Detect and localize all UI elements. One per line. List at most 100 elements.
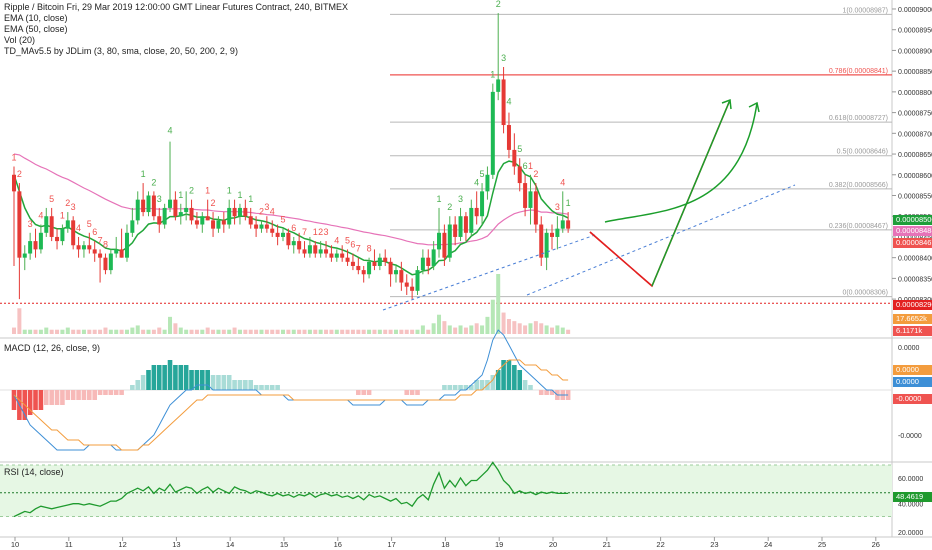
legend-ema-fast[interactable]: EMA (10, close)	[4, 13, 68, 23]
macd-histogram-bar	[119, 390, 124, 395]
macd-histogram-bar	[512, 365, 517, 390]
td-count-label: 2	[496, 0, 501, 9]
volume-bar	[367, 329, 372, 334]
td-count-label: 1	[528, 161, 533, 171]
td-count-label: 3	[157, 194, 162, 204]
macd-histogram-bar	[113, 390, 119, 395]
macd-histogram-bar	[151, 365, 157, 390]
volume-bar	[533, 321, 538, 334]
candle-body	[437, 232, 442, 250]
time-tick-label: 17	[387, 540, 395, 549]
candle-body	[345, 257, 350, 262]
macd-histogram-bar	[60, 390, 65, 405]
volume-bar	[87, 329, 92, 334]
volume-bar	[81, 329, 86, 334]
macd-histogram-bar	[469, 385, 474, 390]
time-tick-label: 21	[603, 540, 611, 549]
macd-histogram-bar	[146, 370, 151, 390]
macd-histogram-bar	[253, 385, 259, 390]
legend-td-indicator[interactable]: TD_MAv5.5 by JDLim (3, 80, sma, close, 2…	[4, 46, 238, 56]
candle-body	[555, 228, 560, 237]
volume-bar	[523, 325, 528, 334]
volume-bar	[480, 325, 485, 334]
volume-bar	[410, 329, 415, 334]
volume-bar	[420, 325, 425, 334]
volume-bar	[168, 316, 173, 334]
volume-bar	[12, 327, 16, 334]
candle-body	[334, 253, 339, 258]
rsi-legend[interactable]: RSI (14, close)	[4, 467, 64, 477]
td-count-label: 3	[501, 53, 506, 63]
volume-bar	[184, 329, 189, 334]
volume-bar	[119, 329, 124, 334]
price-tag-ema-fast: 0.00008500	[893, 215, 932, 225]
td-count-label: 3	[264, 202, 269, 212]
candle-body	[216, 220, 221, 229]
candle-body	[517, 166, 522, 184]
time-tick-label: 22	[656, 540, 664, 549]
legend-volume[interactable]: Vol (20)	[4, 35, 36, 45]
candle-body	[453, 224, 458, 237]
volume-bar	[307, 329, 312, 334]
volume-bar	[55, 329, 60, 334]
volume-bar	[108, 329, 113, 334]
td-count-label: 1	[11, 152, 16, 162]
candle-body	[108, 253, 113, 271]
td-count-label: 2	[259, 206, 264, 216]
macd-histogram-bar	[447, 385, 453, 390]
rsi-tick-label: 20.0000	[898, 530, 923, 537]
candle-body	[313, 245, 318, 254]
macd-histogram-bar	[135, 380, 141, 390]
macd-legend[interactable]: MACD (12, 26, close, 9)	[4, 343, 101, 353]
macd-tag-line: 0.0000	[893, 377, 932, 387]
candle-body	[275, 232, 280, 237]
arrow-head-straight	[721, 98, 732, 110]
td-count-label: 1	[227, 186, 232, 196]
candle-body	[383, 257, 388, 262]
macd-histogram-bar	[200, 370, 205, 390]
volume-bar	[264, 329, 269, 334]
volume-bar	[490, 299, 495, 334]
volume-bar	[426, 329, 431, 334]
fib-level-label: 0.382(0.00008566)	[829, 182, 888, 189]
price-tick-label: 0.00008950	[898, 28, 932, 35]
candle-body	[33, 241, 38, 250]
candle-body	[566, 220, 571, 229]
macd-histogram-bar	[549, 390, 555, 395]
volume-bar	[329, 329, 334, 334]
candle-body	[130, 220, 135, 233]
price-tick-label: 0.00008350	[898, 276, 932, 283]
candle-body	[426, 257, 431, 266]
price-tick-label: 0.00008550	[898, 193, 932, 200]
candle-body	[232, 207, 237, 217]
trendline-dashed-lower	[382, 234, 596, 311]
candle-body	[162, 207, 167, 225]
macd-histogram-bar	[108, 390, 114, 395]
td-count-label: 6	[523, 161, 528, 171]
td-count-label: 5	[480, 169, 485, 179]
volume-bar	[151, 329, 156, 334]
candle-body	[227, 207, 232, 225]
volume-bar	[528, 323, 533, 334]
volume-bar	[501, 312, 506, 334]
macd-histogram-bar	[140, 375, 146, 390]
volume-bar	[566, 329, 571, 334]
candle-body	[393, 270, 398, 275]
candle-body	[480, 191, 485, 217]
td-count-label: 8	[367, 244, 372, 254]
volume-bar	[227, 329, 232, 334]
macd-histogram-bar	[528, 385, 533, 390]
volume-bar	[65, 327, 70, 334]
macd-histogram-bar	[27, 390, 33, 415]
macd-histogram-bar	[452, 385, 458, 390]
candle-body	[367, 261, 372, 275]
volume-tag-last: 6.1171k	[893, 326, 932, 336]
td-count-label: 3	[324, 227, 329, 237]
volume-bar	[453, 327, 458, 334]
legend-ema-slow[interactable]: EMA (50, close)	[4, 24, 68, 34]
time-tick-label: 20	[549, 540, 557, 549]
candle-body	[184, 207, 189, 213]
volume-bar	[404, 329, 409, 334]
candle-body	[146, 195, 151, 213]
